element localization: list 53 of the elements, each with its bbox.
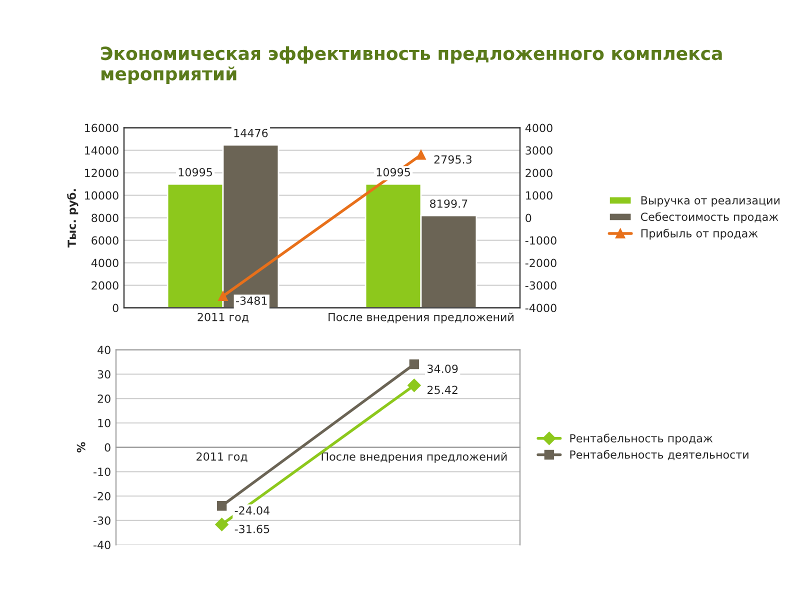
legend-label: Рентабельность деятельности (570, 450, 748, 460)
y2-tick-label: 0 (526, 214, 532, 222)
data-label: -31.65 (234, 524, 270, 534)
point (216, 501, 227, 511)
y-tick-label: 2000 (92, 281, 118, 290)
x-tick-label: 2011 год (198, 312, 248, 323)
y-tick-label: -40 (94, 540, 110, 550)
y-tick-label: 20 (98, 394, 110, 403)
y-tick-label: 30 (98, 370, 110, 379)
data-label: 25.42 (428, 386, 458, 394)
y-axis-title: % (76, 442, 86, 453)
y2-tick-label: -1000 (525, 236, 556, 245)
data-label: -24.04 (234, 506, 270, 515)
y-tick-label: 4000 (91, 258, 118, 268)
data-label: 8199.7 (430, 199, 468, 208)
data-label: 10995 (376, 168, 410, 176)
x-tick-label: 2011 год (196, 452, 248, 462)
y-tick-label: 0 (112, 304, 118, 312)
point (409, 359, 420, 370)
y-tick-label: 8000 (92, 214, 118, 222)
y-tick-label: -30 (94, 516, 110, 525)
x-tick-label: После внедрения предложений (328, 312, 514, 324)
y2-tick-label: 1000 (526, 191, 552, 200)
y-tick-label: 10 (98, 418, 110, 428)
y2-tick-label: -3000 (525, 281, 556, 290)
y2-tick-label: -4000 (525, 304, 556, 312)
x-tick-label: После внедрения предложений (322, 452, 507, 463)
point (215, 518, 228, 532)
y-tick-label: 0 (104, 443, 110, 452)
data-label: 10995 (178, 168, 212, 176)
y2-tick-label: 4000 (525, 124, 552, 132)
y2-tick-label: 3000 (526, 146, 552, 155)
y-tick-label: 6000 (92, 236, 118, 245)
y-tick-label: 12000 (85, 168, 118, 178)
legend-label: Себестоимость продаж (640, 212, 778, 224)
y-tick-label: -20 (94, 492, 110, 500)
y2-tick-label: -2000 (525, 258, 556, 268)
y-tick-label: 40 (98, 346, 110, 354)
legend-label: Прибыль от продаж (641, 228, 758, 240)
data-label: 34.09 (428, 364, 458, 373)
legend-label: Рентабельность продаж (570, 434, 713, 445)
point (408, 378, 421, 392)
y2-tick-label: 2000 (526, 168, 552, 178)
data-label: 14476 (234, 128, 268, 138)
y-tick-label: -10 (94, 468, 110, 476)
data-label: -3481 (236, 296, 267, 305)
data-label: 2795.3 (434, 155, 472, 164)
legend-label: Выручка от реализации (641, 196, 780, 207)
y-tick-label: 14000 (85, 146, 118, 155)
chart-title: Экономическая эффективность предложенного комплекса мероприятий (101, 46, 722, 84)
y-axis-title: Тыс. руб. (67, 189, 78, 248)
y-tick-label: 10000 (85, 191, 118, 200)
y-tick-label: 16000 (85, 124, 118, 132)
